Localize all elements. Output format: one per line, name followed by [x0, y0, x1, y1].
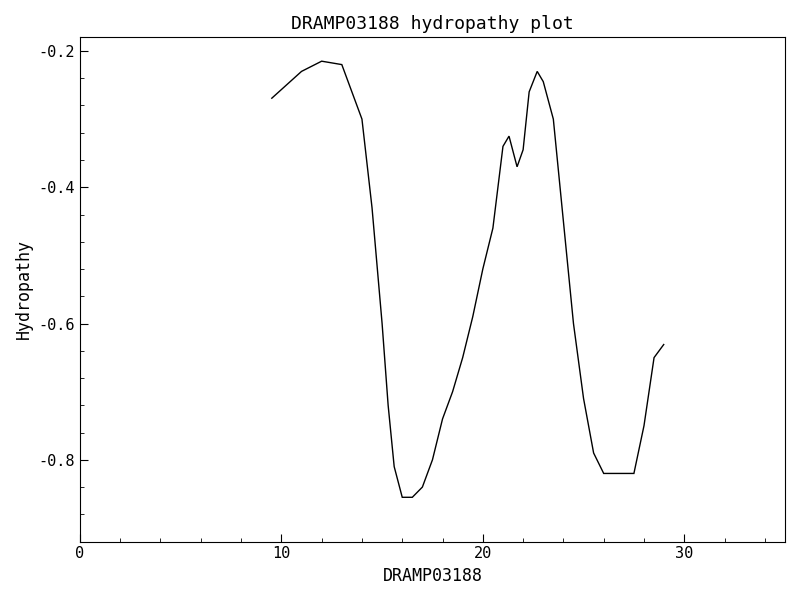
Y-axis label: Hydropathy: Hydropathy	[15, 239, 33, 340]
X-axis label: DRAMP03188: DRAMP03188	[382, 567, 482, 585]
Title: DRAMP03188 hydropathy plot: DRAMP03188 hydropathy plot	[291, 15, 574, 33]
